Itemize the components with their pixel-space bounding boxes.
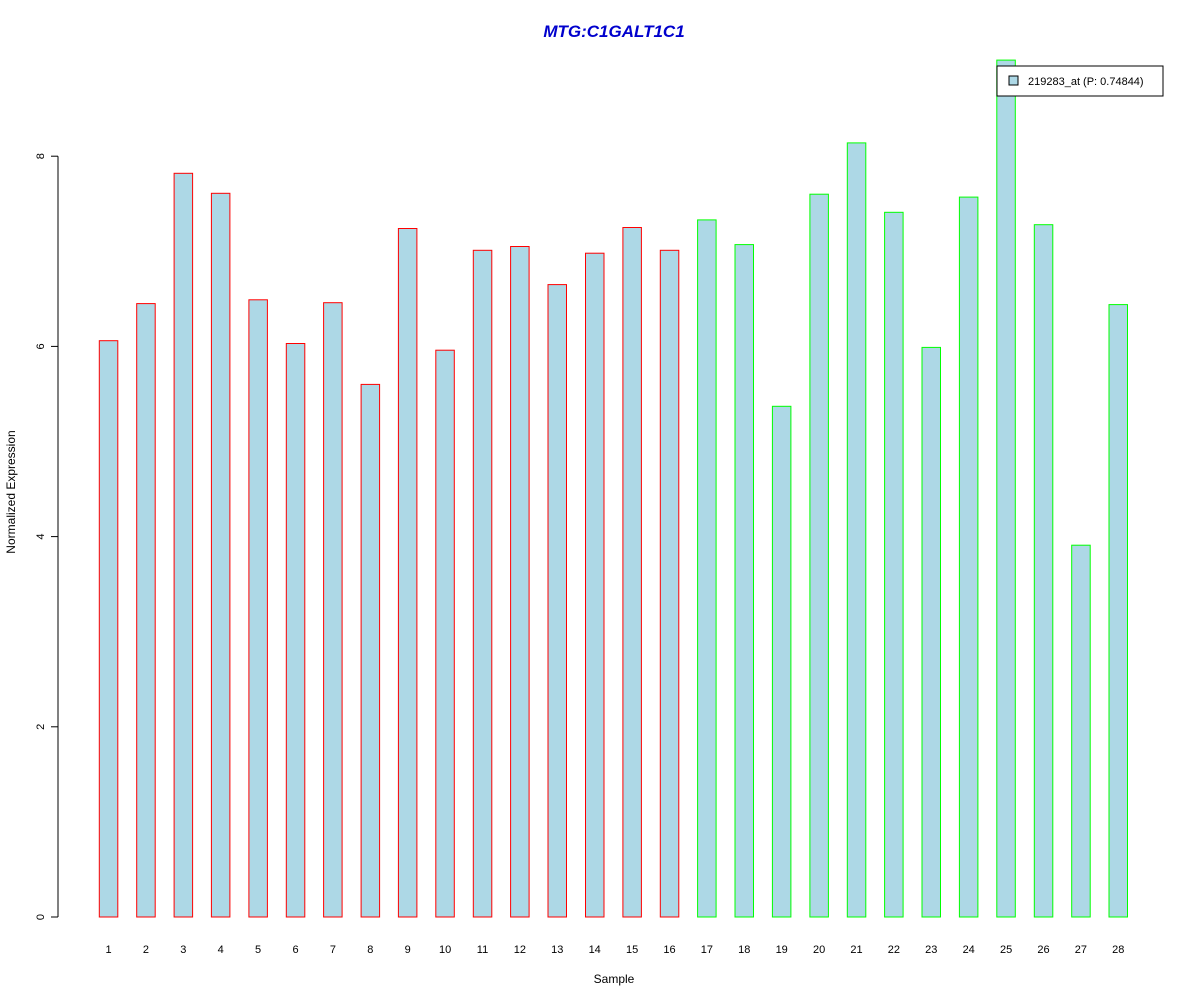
- bar-sample-7: [323, 302, 343, 918]
- bar-sample-14: [585, 252, 605, 918]
- bar-sample-16: [659, 249, 680, 918]
- legend-swatch: [1008, 75, 1019, 86]
- bar-sample-12: [510, 246, 530, 918]
- x-tick-label: 19: [776, 944, 788, 956]
- legend: 219283_at (P: 0.74844): [996, 65, 1164, 97]
- x-tick-label: 12: [514, 944, 526, 956]
- y-tick-label: 2: [35, 724, 47, 730]
- bar-sample-10: [435, 349, 455, 918]
- y-axis: 0 2 4 6 8: [35, 153, 59, 920]
- x-tick-label: 28: [1112, 944, 1124, 956]
- x-tick-label: 2: [143, 944, 149, 956]
- x-tick-label: 21: [850, 944, 862, 956]
- x-tick-label: 22: [888, 944, 900, 956]
- y-tick-label: 8: [35, 153, 47, 159]
- x-tick-label: 23: [925, 944, 937, 956]
- bar-sample-9: [397, 228, 418, 918]
- bar-sample-3: [173, 172, 194, 918]
- x-tick-label: 8: [367, 944, 373, 956]
- bar-sample-1: [98, 340, 119, 918]
- bar-sample-5: [248, 299, 268, 918]
- y-tick-label: 6: [35, 343, 47, 349]
- bar-sample-19: [771, 405, 792, 918]
- bar-sample-22: [884, 211, 904, 918]
- x-tick-label: 10: [439, 944, 451, 956]
- bar-sample-20: [809, 193, 829, 918]
- legend-entry: 219283_at (P: 0.74844): [1028, 76, 1144, 88]
- x-tick-label: 7: [330, 944, 336, 956]
- x-tick-label: 5: [255, 944, 261, 956]
- bar-sample-17: [697, 219, 717, 918]
- bar-sample-24: [958, 196, 979, 918]
- x-tick-label: 13: [551, 944, 563, 956]
- bar-sample-15: [622, 227, 642, 918]
- x-tick-label: 4: [218, 944, 224, 956]
- x-tick-label: 6: [292, 944, 298, 956]
- bar-sample-21: [846, 142, 867, 918]
- bar-sample-28: [1108, 304, 1128, 918]
- x-tick-label: 17: [701, 944, 713, 956]
- x-tick-label: 3: [180, 944, 186, 956]
- bar-sample-13: [547, 284, 567, 918]
- x-tick-label: 27: [1075, 944, 1087, 956]
- legend-box: [996, 65, 1164, 97]
- x-tick-labels: 1 2 3 4 5 6 7 8 9 10 11 12 13 14 15 16 17 18 19 20 21 22 23 24 2…: [105, 944, 1124, 956]
- x-tick-label: 9: [405, 944, 411, 956]
- chart-title: MTG:C1GALT1C1: [543, 22, 684, 41]
- x-tick-label: 25: [1000, 944, 1012, 956]
- bars-group: [98, 59, 1128, 918]
- bar-sample-2: [136, 303, 156, 918]
- bar-sample-11: [472, 249, 493, 918]
- bar-sample-6: [285, 343, 306, 918]
- y-axis-label: Normalized Expression: [4, 430, 18, 553]
- bar-sample-8: [360, 383, 381, 918]
- bar-sample-18: [734, 244, 754, 918]
- x-tick-label: 11: [477, 944, 488, 956]
- x-tick-label: 26: [1037, 944, 1049, 956]
- bar-sample-26: [1033, 224, 1054, 918]
- bar-sample-27: [1071, 544, 1091, 918]
- x-tick-label: 14: [589, 944, 601, 956]
- bar-sample-23: [921, 346, 941, 918]
- bar-sample-4: [210, 192, 231, 918]
- x-tick-label: 15: [626, 944, 638, 956]
- y-tick-label: 4: [35, 534, 47, 540]
- bar-sample-25: [996, 59, 1016, 918]
- x-tick-label: 16: [663, 944, 675, 956]
- x-tick-label: 24: [963, 944, 975, 956]
- x-axis-label: Sample: [594, 972, 635, 986]
- x-tick-label: 18: [738, 944, 750, 956]
- x-tick-label: 20: [813, 944, 825, 956]
- x-tick-label: 1: [105, 944, 111, 956]
- y-tick-label: 0: [35, 914, 47, 920]
